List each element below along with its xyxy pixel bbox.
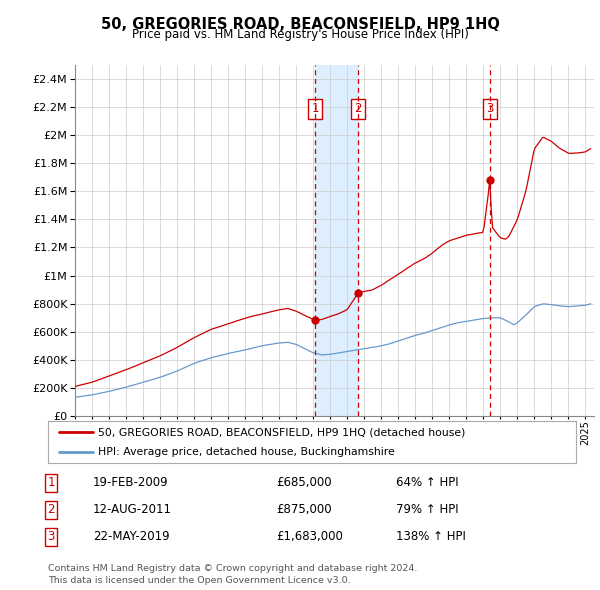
Text: 50, GREGORIES ROAD, BEACONSFIELD, HP9 1HQ (detached house): 50, GREGORIES ROAD, BEACONSFIELD, HP9 1H… [98,427,466,437]
Text: 2: 2 [47,503,55,516]
Text: £685,000: £685,000 [276,476,332,489]
Text: 138% ↑ HPI: 138% ↑ HPI [396,530,466,543]
Text: 64% ↑ HPI: 64% ↑ HPI [396,476,458,489]
Text: 19-FEB-2009: 19-FEB-2009 [93,476,169,489]
Text: HPI: Average price, detached house, Buckinghamshire: HPI: Average price, detached house, Buck… [98,447,395,457]
Text: 2: 2 [354,102,362,115]
Text: 3: 3 [47,530,55,543]
Text: 1: 1 [47,476,55,489]
Text: 12-AUG-2011: 12-AUG-2011 [93,503,172,516]
Text: 1: 1 [311,102,319,115]
Text: Contains HM Land Registry data © Crown copyright and database right 2024.
This d: Contains HM Land Registry data © Crown c… [48,565,418,585]
Text: £1,683,000: £1,683,000 [276,530,343,543]
Text: 50, GREGORIES ROAD, BEACONSFIELD, HP9 1HQ: 50, GREGORIES ROAD, BEACONSFIELD, HP9 1H… [101,17,499,31]
Text: £875,000: £875,000 [276,503,332,516]
Text: 3: 3 [487,102,494,115]
Text: Price paid vs. HM Land Registry's House Price Index (HPI): Price paid vs. HM Land Registry's House … [131,28,469,41]
Bar [316,65,358,416]
Text: 79% ↑ HPI: 79% ↑ HPI [396,503,458,516]
Text: 22-MAY-2019: 22-MAY-2019 [93,530,170,543]
